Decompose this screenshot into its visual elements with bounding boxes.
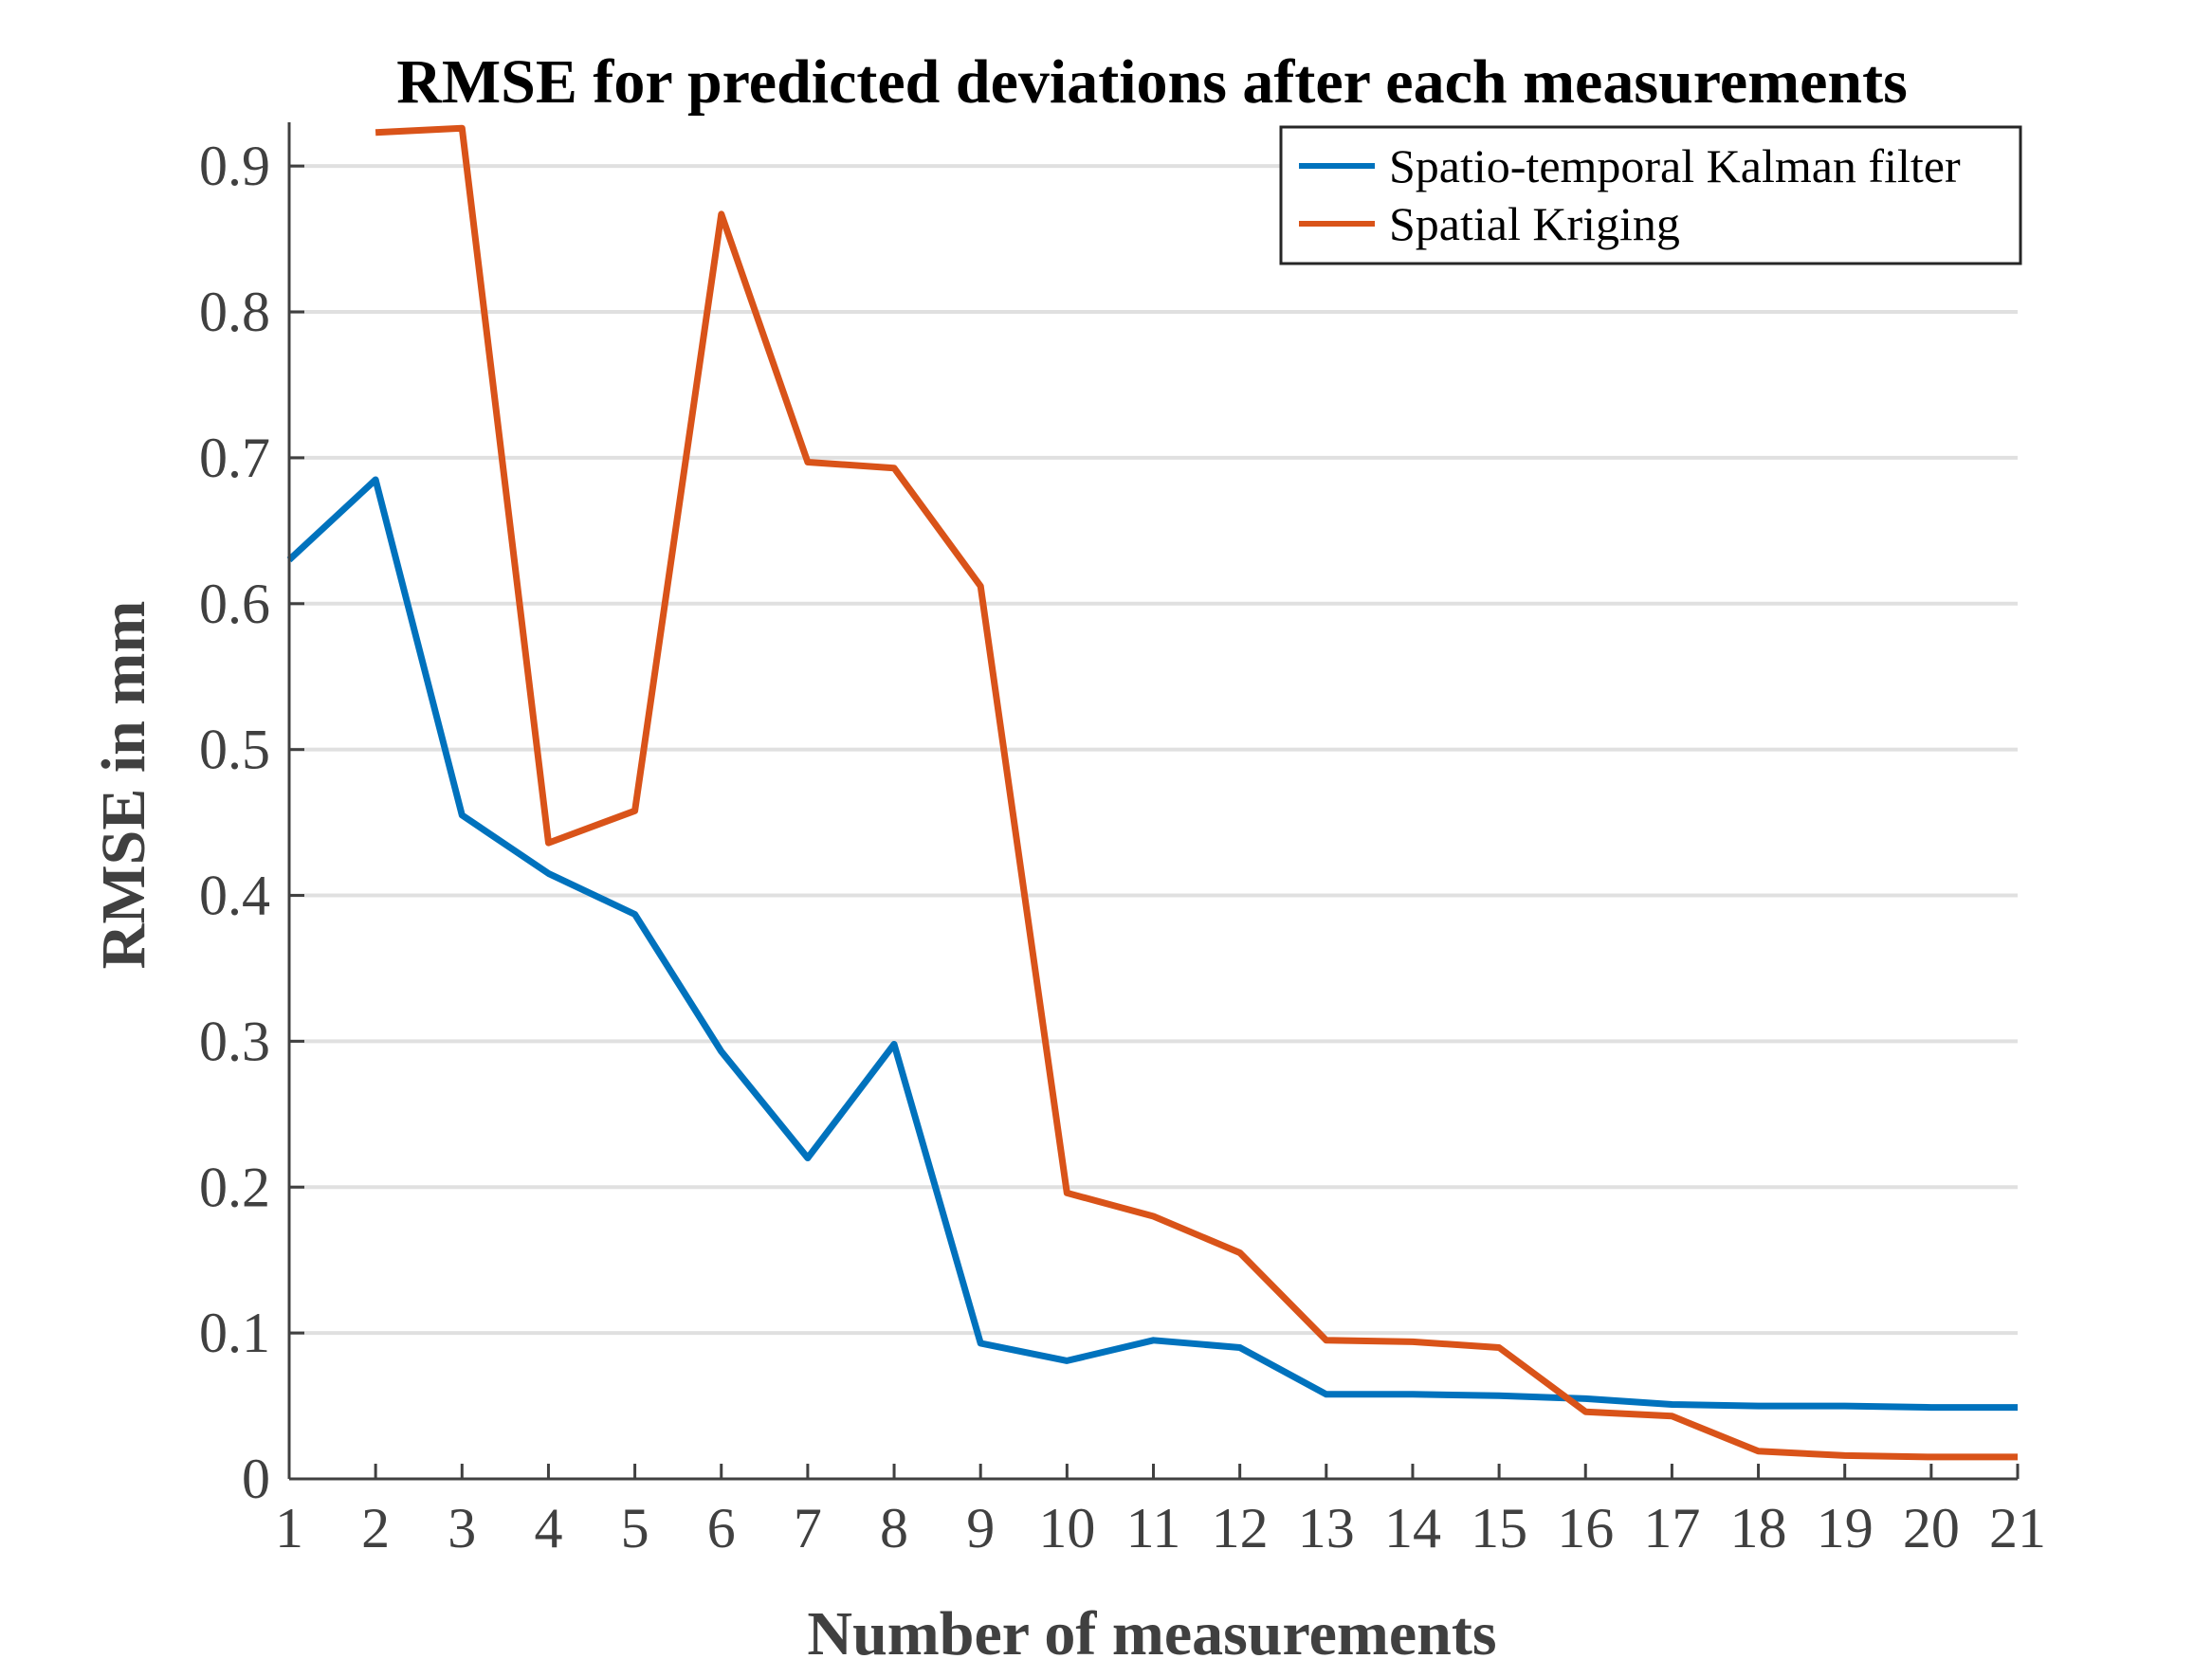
y-axis-label: RMSE in mm [89,601,158,970]
x-tick-label: 7 [794,1497,822,1559]
x-tick-label: 14 [1384,1497,1441,1559]
y-tick-label: 0.6 [199,573,270,635]
x-tick-label: 18 [1730,1497,1787,1559]
y-tick-label: 0.2 [199,1156,270,1218]
x-tick-label: 12 [1212,1497,1269,1559]
axes [287,122,2020,1481]
x-tick-label: 16 [1557,1497,1614,1559]
y-tick-label: 0.3 [199,1010,270,1072]
x-tick-label: 4 [534,1497,562,1559]
y-tick-label: 0 [242,1448,270,1510]
x-tick-label: 8 [880,1497,908,1559]
x-tick-label: 20 [1903,1497,1960,1559]
x-tick-label: 17 [1643,1497,1700,1559]
x-tick-label: 1 [275,1497,303,1559]
legend-label-kalman: Spatio-temporal Kalman filter [1389,139,1961,192]
x-tick-label: 13 [1298,1497,1355,1559]
y-tick-label: 0.8 [199,281,270,343]
legend-label-kriging: Spatial Kriging [1389,197,1680,250]
series-line-kalman [286,476,2018,1412]
x-tick-label: 6 [707,1497,736,1559]
x-tick-label: 3 [448,1497,476,1559]
y-tick-label: 0.9 [199,135,270,197]
legend: Spatio-temporal Kalman filter Spatial Kr… [1279,125,2022,265]
y-tick-label: 0.1 [199,1302,270,1364]
x-tick-label: 11 [1126,1497,1181,1559]
series-lines [286,124,2018,1461]
x-tick-label: 15 [1471,1497,1527,1559]
grid-lines [289,164,2018,1336]
x-axis-label: Number of measurements [807,1599,1496,1659]
x-tick-label: 19 [1817,1497,1874,1559]
x-tick-label: 5 [621,1497,649,1559]
x-tick-label: 9 [966,1497,995,1559]
legend-box [1279,125,2022,265]
x-tick-label: 10 [1038,1497,1095,1559]
chart-title: RMSE for predicted deviations after each… [396,47,1908,117]
y-tick-label: 0.5 [199,719,270,781]
x-tick-label: 2 [361,1497,390,1559]
series-line-kriging [375,124,2018,1461]
y-tick-label: 0.7 [199,427,270,489]
tick-labels: 00.10.20.30.40.50.60.70.80.91 2 3 4 5 6 7 8 9 10 1… [199,135,2046,1559]
x-tick-label: 21 [1989,1497,2046,1559]
y-tick-label: 0.4 [199,865,270,927]
